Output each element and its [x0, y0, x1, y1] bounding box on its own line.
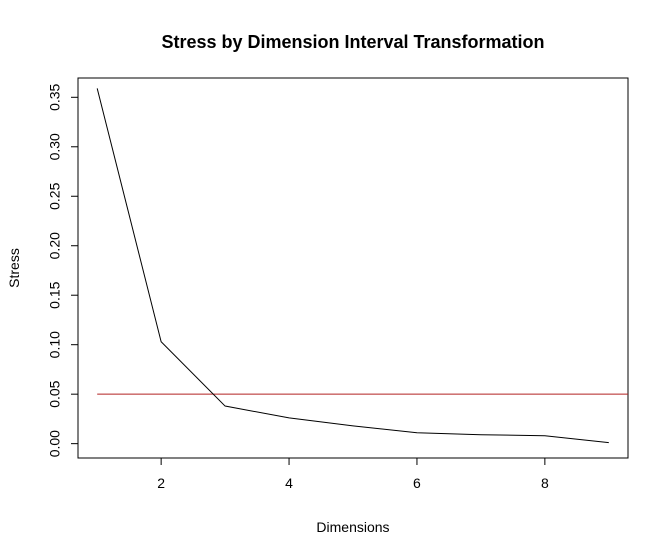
x-tick-label: 8 — [541, 475, 549, 491]
x-tick-label: 2 — [157, 475, 165, 491]
y-tick-label: 0.30 — [47, 133, 63, 160]
chart-title: Stress by Dimension Interval Transformat… — [161, 32, 544, 52]
y-axis-label: Stress — [6, 248, 22, 288]
y-tick-label: 0.35 — [47, 83, 63, 110]
series-group — [96, 88, 609, 444]
x-tick-label: 4 — [285, 475, 293, 491]
y-tick-label: 0.15 — [47, 281, 63, 308]
y-axis: 0.00 0.05 0.10 0.15 0.20 0.25 0.30 0.35 — [47, 83, 79, 457]
x-axis: 2 4 6 8 — [157, 457, 549, 491]
stress-series-line — [96, 88, 609, 444]
y-tick-label: 0.05 — [47, 380, 63, 407]
y-tick-label: 0.00 — [47, 430, 63, 457]
x-axis-label: Dimensions — [316, 519, 389, 535]
y-tick-label: 0.25 — [47, 182, 63, 209]
y-tick-label: 0.20 — [47, 232, 63, 259]
plot-frame — [77, 77, 629, 459]
x-tick-label: 6 — [413, 475, 421, 491]
y-tick-label: 0.10 — [47, 331, 63, 358]
